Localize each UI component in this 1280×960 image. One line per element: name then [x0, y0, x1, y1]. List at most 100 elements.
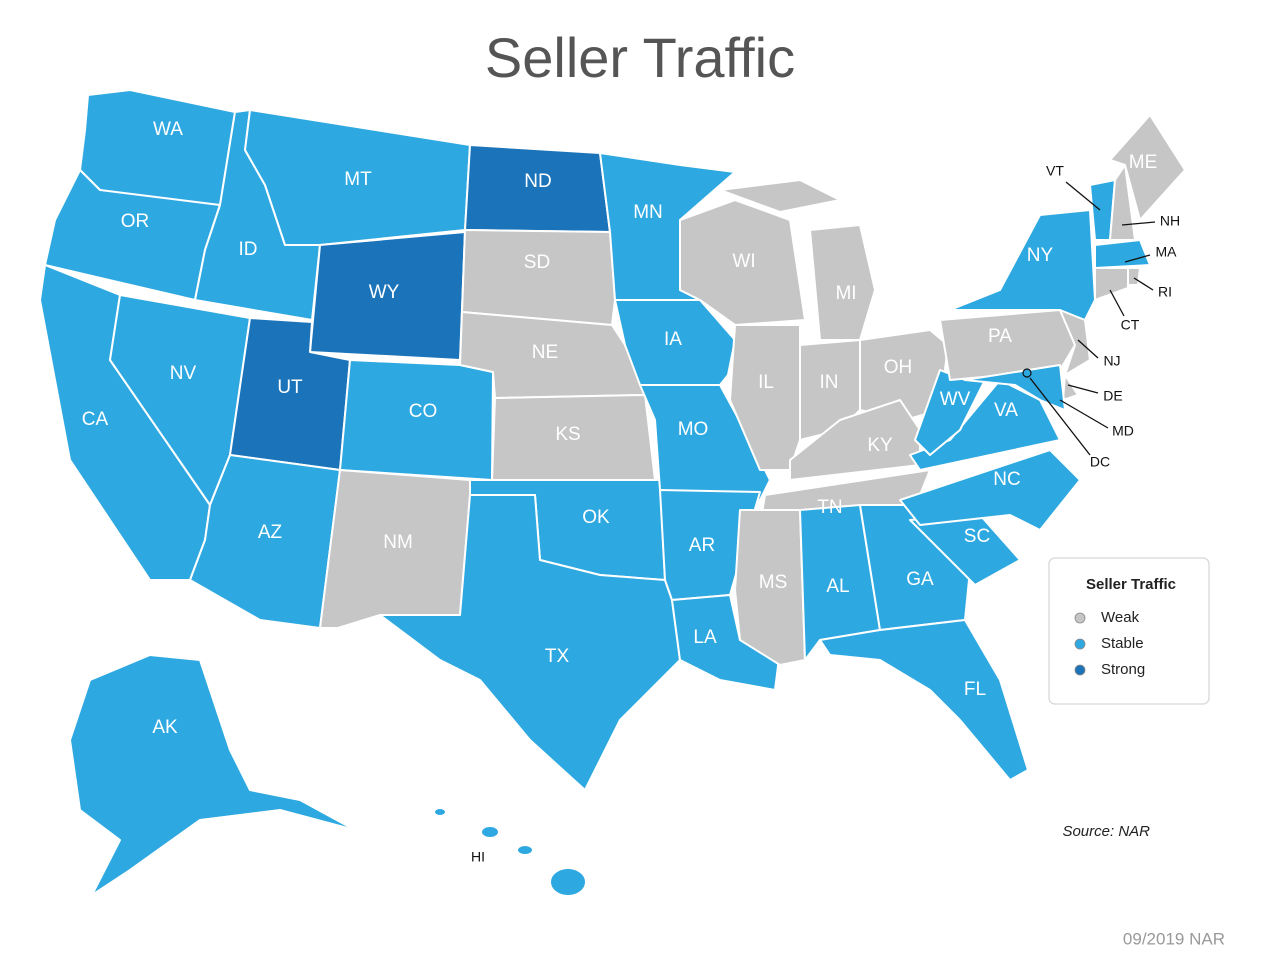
leader-line — [1067, 384, 1099, 394]
state-label: NM — [383, 532, 413, 553]
state-shape — [949, 209, 1096, 331]
leader-line — [1121, 221, 1156, 226]
state-label: VT — [1046, 163, 1064, 179]
state-shape — [516, 844, 534, 856]
state-label: SD — [524, 252, 550, 273]
state-label: MA — [1156, 244, 1178, 260]
legend-items: Weak Stable Strong — [1074, 609, 1145, 678]
leader-line — [1029, 377, 1091, 456]
state-label: WV — [940, 389, 971, 410]
state-shape — [614, 299, 736, 386]
leader-line — [1109, 289, 1125, 317]
state-labels: WA OR CA ID NV MT WY UT AZ CO NM ND SD NE KS OK TX MN IA MO… — [82, 119, 1180, 865]
state-label: WY — [369, 282, 400, 303]
state-shape — [1062, 374, 1079, 401]
state-shape — [339, 359, 494, 481]
state-label: KY — [867, 435, 893, 456]
source: Source: NAR — [1062, 823, 1150, 840]
legend: Seller Traffic Weak Stable Strong — [1048, 557, 1210, 705]
state-shape — [719, 179, 841, 213]
state-shape — [1094, 267, 1129, 301]
state-shape — [819, 619, 1029, 781]
state-shape — [639, 384, 771, 501]
legend-swatch — [1074, 664, 1086, 676]
state-label: ID — [239, 239, 258, 260]
state-shape — [671, 594, 781, 691]
state-label: CA — [82, 409, 109, 430]
state-label: WA — [153, 119, 183, 140]
state-label: UT — [277, 377, 303, 398]
state-label: TN — [817, 497, 842, 518]
state-shape — [433, 807, 447, 817]
state-shape — [1109, 114, 1186, 221]
state-shape — [69, 654, 356, 896]
state-label: HI — [471, 849, 485, 865]
state-label: RI — [1158, 284, 1172, 300]
leader-line — [1124, 254, 1151, 263]
state-label: CO — [409, 401, 438, 422]
state-shape — [480, 825, 500, 839]
state-label: NV — [170, 363, 197, 384]
state-label: IL — [758, 372, 774, 393]
state-label: NC — [993, 469, 1020, 490]
legend-swatch — [1074, 612, 1086, 624]
leader-line — [1077, 339, 1099, 359]
legend-label: Weak — [1101, 609, 1140, 626]
map-title: Seller Traffic — [485, 26, 795, 89]
leader-line — [1133, 277, 1154, 291]
state-label: OK — [582, 507, 610, 528]
state-shape — [1127, 267, 1141, 286]
legend-box — [1048, 557, 1210, 705]
state-label: IA — [664, 329, 682, 350]
state-shape — [379, 494, 681, 791]
legend-label: Stable — [1101, 635, 1144, 652]
state-label: MD — [1112, 423, 1134, 439]
state-label: AR — [689, 535, 715, 556]
state-label: ND — [524, 171, 551, 192]
state-label: NJ — [1103, 353, 1120, 369]
state-label: FL — [964, 679, 986, 700]
state-label: PA — [988, 326, 1012, 347]
state-label: CT — [1121, 317, 1140, 333]
state-shape — [461, 229, 616, 326]
state-label: NE — [532, 342, 558, 363]
state-label: TX — [545, 646, 570, 667]
state-label: MT — [344, 169, 372, 190]
state-label: ME — [1129, 152, 1158, 173]
state-shape — [809, 224, 876, 341]
state-label: NY — [1027, 245, 1054, 266]
state-shape — [1094, 239, 1151, 269]
legend-swatch — [1074, 638, 1086, 650]
state-label: WI — [732, 251, 755, 272]
state-label: AK — [152, 717, 178, 738]
state-label: MN — [633, 202, 663, 223]
state-label: IN — [820, 372, 839, 393]
state-label: NH — [1160, 213, 1180, 229]
state-shape — [939, 309, 1076, 381]
state-shape — [679, 199, 806, 326]
state-label: AZ — [258, 522, 283, 543]
state-shape — [899, 449, 1081, 531]
state-label: OH — [884, 357, 913, 378]
legend-label: Strong — [1101, 661, 1145, 678]
state-label: MO — [678, 419, 709, 440]
state-shape — [964, 364, 1066, 411]
leader-line — [1059, 399, 1109, 429]
state-label: GA — [906, 569, 934, 590]
state-shape — [1022, 368, 1032, 378]
state-label: VA — [994, 400, 1018, 421]
states — [39, 89, 1186, 897]
legend-title: Seller Traffic — [1086, 576, 1176, 593]
state-label: MS — [759, 572, 788, 593]
leader-line — [1065, 181, 1101, 211]
state-label: MI — [835, 283, 856, 304]
footer: 09/2019 NAR — [1123, 929, 1225, 948]
state-shape — [1059, 309, 1091, 376]
state-label: LA — [693, 627, 717, 648]
state-label: SC — [964, 526, 990, 547]
state-label: KS — [555, 424, 580, 445]
state-shape — [79, 89, 236, 206]
state-shape — [549, 867, 587, 897]
state-label: DE — [1103, 388, 1122, 404]
